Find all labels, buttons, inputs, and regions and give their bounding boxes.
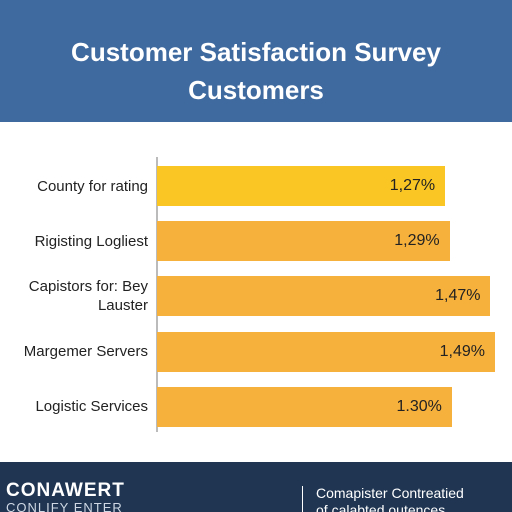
brand: CONAWERT xyxy=(6,480,125,501)
value-label: 1,49% xyxy=(439,342,485,360)
bar xyxy=(157,386,452,427)
footer-note: Comapister Contreatied xyxy=(316,485,464,501)
footer-note-sub: of calabted outences xyxy=(316,502,446,512)
bar xyxy=(157,331,495,372)
bar xyxy=(157,221,450,262)
value-label: 1,27% xyxy=(389,177,436,194)
footer: CONAWERT CONLIFY ENTER Comapister Contre… xyxy=(0,462,512,512)
brand-sub: CONLIFY ENTER xyxy=(6,500,123,512)
divider xyxy=(302,486,303,512)
category-label: Capistors for: Bey Lauster xyxy=(28,278,148,315)
value-label: 1,29% xyxy=(394,232,440,250)
category-label: Margemer Servers xyxy=(23,343,148,361)
header: Customer Satisfaction Survey Customers xyxy=(0,0,512,122)
bar xyxy=(157,166,446,206)
category-label: County for rating xyxy=(37,177,148,195)
chart-subtitle: Customers xyxy=(188,75,324,105)
chart: County for rating 1,27% Rigisting Logliest… xyxy=(0,122,512,462)
chart-title: Customer Satisfaction Survey xyxy=(71,37,441,67)
category-label: Logistic Services xyxy=(35,398,148,416)
bar xyxy=(157,276,491,317)
value-label: 1,47% xyxy=(435,287,481,305)
value-label: 1.30% xyxy=(396,397,442,415)
category-label: Rigisting Logliest xyxy=(34,232,148,250)
